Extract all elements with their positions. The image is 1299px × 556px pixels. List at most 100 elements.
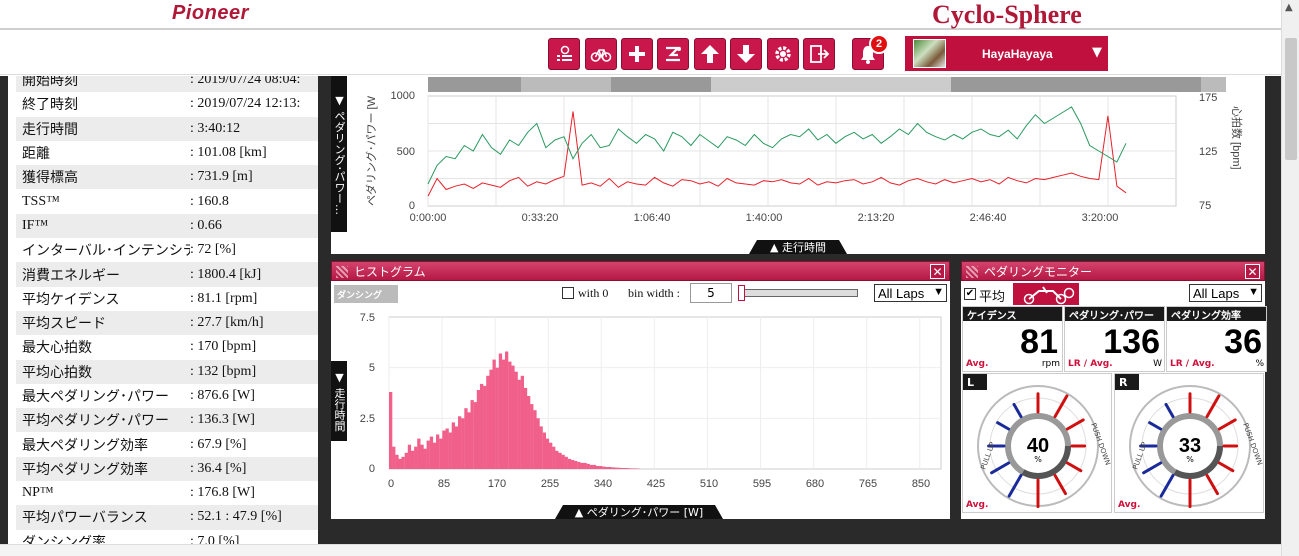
stat-row: 平均スピード: 27.7 [km/h] — [16, 310, 318, 336]
y-right-tick: 175 — [1199, 92, 1217, 104]
histogram-bar — [489, 369, 493, 469]
histogram-bar — [561, 454, 565, 469]
stat-row: 平均パワーバランス: 52.1 : 47.9 [%] — [16, 505, 318, 530]
histogram-bar — [558, 452, 562, 469]
monitor-laps-select[interactable]: All Laps ▼ — [1189, 284, 1262, 302]
histogram-bottom-tab[interactable]: ▲ ペダリング･パワー [W] — [555, 505, 723, 519]
y-right-axis-label: 心拍数 [bpm] — [1230, 106, 1244, 170]
avg-checkbox-label: 平均 — [979, 289, 1006, 304]
edit-button[interactable] — [657, 38, 689, 70]
histogram-bar — [392, 446, 396, 469]
bin-width-input[interactable]: 5 — [690, 283, 732, 303]
histogram-chart[interactable]: 7.5 5 2.5 0 0 85 170 255 340 425 510 595 680 765 850 — [331, 261, 950, 519]
x-tick: 340 — [594, 478, 612, 490]
stats-panel[interactable]: 開始時刻: 2019/07/24 08:04: 終了時刻: 2019/07/24 … — [8, 76, 318, 544]
bike-button[interactable] — [585, 38, 617, 70]
histogram-bar — [448, 432, 452, 469]
list-icon — [557, 45, 572, 61]
histogram-bar — [480, 383, 484, 469]
pedal-force-vector — [1012, 402, 1023, 419]
right-gauge-avg: Avg. — [1118, 500, 1141, 510]
pioneer-logo: Pioneer — [172, 2, 249, 24]
scroll-up-icon[interactable]: ▲ — [1285, 2, 1293, 13]
y-tick: 0 — [369, 463, 375, 475]
stat-value: : 36.4 [%] — [190, 460, 247, 476]
top-header: Pioneer Cyclo-Sphere — [0, 0, 1281, 30]
download-icon — [737, 45, 755, 63]
lap-segment — [428, 77, 521, 92]
histogram-bar — [552, 446, 556, 469]
histogram-bar — [517, 379, 521, 469]
slider-handle[interactable] — [738, 285, 745, 301]
stat-value: : 2019/07/24 08:04: — [190, 76, 301, 88]
timeline-bottom-tab[interactable]: ▲ 走行時間 — [749, 240, 847, 254]
caret-down-icon: ▼ — [1092, 45, 1102, 60]
histogram-bar — [505, 351, 509, 469]
add-icon — [629, 46, 645, 62]
histogram-laps-select[interactable]: All Laps ▼ — [874, 284, 947, 302]
add-button[interactable] — [621, 38, 653, 70]
stat-value: : 136.3 [W] — [190, 412, 255, 428]
histogram-bar — [577, 461, 581, 469]
stat-value: : 176.8 [W] — [190, 485, 255, 501]
dancing-mode-badge[interactable]: ダンシング — [334, 285, 398, 303]
pedal-force-vector — [1217, 461, 1235, 473]
stat-row: 開始時刻: 2019/07/24 08:04: — [16, 76, 318, 93]
user-menu[interactable]: HayaHayaya ▼ — [905, 36, 1108, 71]
upload-button[interactable] — [694, 38, 726, 70]
timeline-chart[interactable]: 1000 500 0 175 125 75 0:00:00 0:33:20 1:06:40 1:4… — [331, 76, 1265, 254]
histogram-bar — [592, 464, 597, 469]
pedal-force-vector — [1065, 461, 1083, 473]
settings-button[interactable] — [767, 38, 799, 70]
avg-checkbox[interactable]: ✔ — [964, 288, 976, 300]
timeline-side-tab[interactable]: ▼ ペダリング･パワー… — [331, 76, 347, 232]
stat-label: 獲得標高 — [22, 171, 78, 187]
stat-label: 走行時間 — [22, 122, 78, 138]
histogram-bar — [458, 416, 462, 469]
footer-bar — [0, 544, 1281, 556]
stats-list: 開始時刻: 2019/07/24 08:04: 終了時刻: 2019/07/24 … — [16, 76, 318, 544]
chevron-down-icon: ▼ — [933, 286, 944, 298]
histogram-bar — [439, 438, 443, 469]
with0-checkbox[interactable] — [562, 287, 574, 299]
histogram-bar — [580, 462, 584, 469]
stat-value: : 160.8 — [190, 193, 229, 209]
cadence-unit: rpm — [1041, 359, 1060, 369]
close-icon[interactable]: ✕ — [1245, 264, 1260, 279]
histogram-bar — [586, 463, 590, 469]
histogram-bar — [470, 400, 474, 469]
download-button[interactable] — [730, 38, 762, 70]
histogram-bar — [398, 458, 402, 469]
pedal-force-vector — [990, 461, 1011, 475]
histogram-bar — [599, 466, 603, 469]
stat-row: 消費エネルギー: 1800.4 [kJ] — [16, 262, 318, 287]
histogram-side-tab[interactable]: ▼ 走行時間 — [331, 361, 347, 441]
stat-value: : 876.6 [W] — [190, 388, 255, 403]
rider-mode-icon[interactable] — [1013, 283, 1079, 305]
main-area: 開始時刻: 2019/07/24 08:04: 終了時刻: 2019/07/24 … — [0, 76, 1281, 544]
histogram-bar — [464, 408, 468, 469]
dial-arc — [1021, 445, 1071, 479]
bin-width-slider[interactable] — [738, 285, 858, 301]
scroll-thumb[interactable] — [1285, 38, 1297, 160]
logout-icon — [810, 45, 830, 63]
stat-row: IF™: 0.66 — [16, 213, 318, 239]
pedal-force-vector — [1053, 473, 1067, 496]
title-pattern — [966, 266, 978, 278]
histogram-bar — [633, 468, 637, 469]
x-tick: 0 — [388, 478, 394, 490]
upload-icon — [701, 45, 719, 63]
logout-button[interactable] — [803, 38, 835, 70]
histogram-bar — [432, 442, 437, 469]
page-scrollbar[interactable]: ▲ — [1281, 0, 1299, 556]
pedal-force-vector — [1053, 394, 1069, 419]
histogram-bar — [530, 404, 534, 469]
list-button[interactable] — [548, 38, 580, 70]
edit-icon — [666, 46, 681, 62]
stat-value: : 731.9 [m] — [190, 169, 253, 185]
histogram-bar — [621, 468, 625, 469]
power-metric: ペダリング･パワー 136 W LR / Avg. — [1064, 306, 1165, 372]
close-icon[interactable]: ✕ — [930, 264, 945, 279]
with0-label: with 0 — [578, 286, 609, 300]
